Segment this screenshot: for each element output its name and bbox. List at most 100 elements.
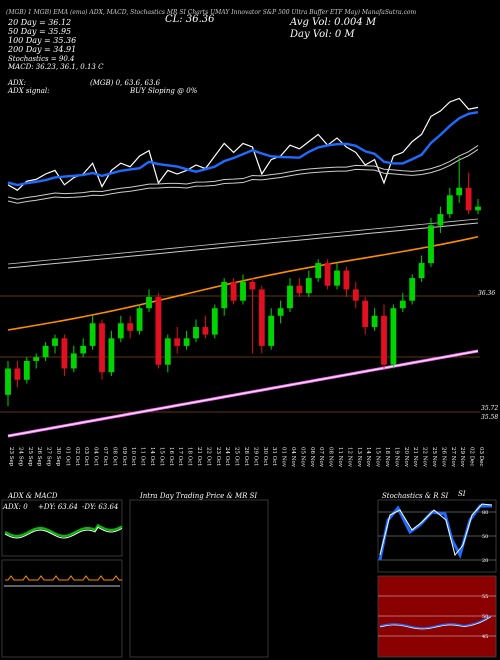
candle-body [5, 368, 11, 395]
x-tick-label: 10 Oct [130, 447, 136, 466]
candle-body [202, 327, 209, 335]
avg-vol-label: Avg Vol: 0.004 M [290, 17, 377, 28]
si-label: SI [458, 490, 466, 498]
x-tick-label: 16 Oct [168, 447, 174, 466]
x-tick-label: 13 Nov [356, 447, 362, 468]
candle-body [446, 195, 453, 215]
stoch-tick-label: 20 [482, 558, 488, 564]
x-tick-label: 14 Oct [149, 447, 155, 466]
candle-body [136, 308, 143, 331]
plus-di-value: +DY: 63.64 [38, 503, 78, 511]
candle-body [399, 300, 406, 309]
x-tick-label: 26 Nov [440, 447, 446, 468]
candle-body [99, 323, 105, 373]
candle-body [475, 206, 481, 211]
adx-line [4, 523, 123, 538]
rsi-panel [377, 575, 497, 658]
adx-panel-value: ADX: 0 [3, 503, 28, 511]
x-tick-label: 22 Oct [205, 447, 211, 466]
candle-body [390, 308, 397, 365]
x-tick-label: 04 Nov [290, 447, 296, 468]
stoch-d-line [379, 503, 493, 557]
x-tick-label: 03 Oct [83, 447, 89, 466]
x-tick-label: 30 Oct [262, 447, 268, 466]
candle-body [155, 296, 162, 365]
x-tick-label: 15 Nov [375, 447, 381, 468]
candle-body [334, 270, 340, 286]
ma100-label: 100 Day = 35.36 [8, 36, 77, 45]
x-tick-label: 04 Oct [93, 447, 99, 466]
candle-body [352, 289, 359, 301]
adx-value: (MGB) 0, 63.6, 63.6 [90, 79, 161, 87]
ma50-line [7, 144, 479, 200]
candle-body [230, 281, 237, 301]
candle-body [296, 285, 303, 294]
x-tick-label: 31 Oct [271, 447, 277, 466]
ma20-line [7, 111, 479, 187]
rsi-line [379, 614, 492, 629]
x-tick-label: 02 Oct [74, 447, 80, 466]
candle-body [305, 278, 312, 294]
candle-body [70, 353, 77, 369]
candle-body [343, 270, 350, 290]
candle-body [362, 300, 369, 328]
x-tick-label: 25 Oct [234, 447, 240, 466]
x-tick-label: 26 Sep [36, 447, 42, 467]
price-line [7, 97, 479, 191]
x-tick-label: 20 Nov [403, 447, 409, 468]
candle-body [456, 187, 463, 196]
candle-body [164, 338, 171, 365]
candle-body [437, 214, 444, 226]
adx-signal-label: ADX signal: [8, 87, 50, 95]
low2-price-label: 35.58 [481, 414, 499, 421]
low-price-label: 35.72 [481, 405, 499, 412]
x-tick-label: 18 Oct [187, 447, 193, 466]
minus-di-value: -DY: 63.64 [82, 503, 119, 511]
candle-body [108, 338, 115, 373]
x-tick-label: 28 Oct [243, 447, 249, 466]
candle-body [52, 338, 58, 346]
candle-body [33, 357, 40, 361]
x-tick-label: 30 Sep [55, 447, 61, 467]
x-tick-label: 29 Nov [459, 447, 465, 468]
candle-body [14, 368, 21, 380]
candle-body [428, 225, 434, 264]
x-tick-label: 08 Nov [328, 447, 334, 468]
x-tick-label: 06 Nov [309, 447, 315, 468]
candle-body [465, 187, 472, 211]
x-tick-label: 24 Sep [17, 447, 23, 467]
x-tick-label: 21 Oct [196, 447, 202, 466]
candle-body [42, 345, 49, 358]
candle-body [61, 338, 68, 369]
stoch-value: Stochastics = 90.4 [8, 55, 75, 63]
adx-label: ADX: [8, 79, 27, 87]
x-tick-label: 07 Nov [318, 447, 324, 468]
day-vol-label: Day Vol: 0 M [290, 29, 355, 40]
x-tick-label: 12 Nov [346, 447, 352, 468]
x-tick-label: 01 Nov [281, 447, 287, 468]
x-tick-label: 23 Oct [215, 447, 221, 466]
candle-body [268, 315, 275, 346]
x-tick-label: 25 Nov [431, 447, 437, 468]
candle-body [418, 263, 425, 279]
intraday-panel [129, 499, 269, 658]
ma20-label: 20 Day = 36.12 [8, 18, 72, 27]
x-tick-label: 15 Oct [158, 447, 164, 466]
x-tick-label: 07 Oct [102, 447, 108, 466]
x-tick-label: 27 Sep [46, 447, 52, 467]
x-tick-label: 03 Dec [478, 447, 484, 467]
candle-body [287, 285, 293, 309]
candle-body [174, 338, 181, 346]
rsi-tick-label: 55 [482, 594, 488, 600]
candle-body [117, 323, 124, 339]
rsi-tick-label: 50 [482, 614, 488, 620]
x-tick-label: 25 Sep [27, 447, 33, 467]
macd-signal-line [5, 575, 122, 581]
x-tick-label: 23 Sep [8, 447, 14, 467]
candle-body [89, 323, 96, 346]
x-tick-label: 27 Nov [450, 447, 456, 468]
candle-body [23, 360, 30, 380]
x-tick-label: 08 Oct [111, 447, 117, 466]
x-tick-label: 11 Nov [337, 447, 343, 468]
x-tick-label: 11 Oct [140, 447, 146, 466]
